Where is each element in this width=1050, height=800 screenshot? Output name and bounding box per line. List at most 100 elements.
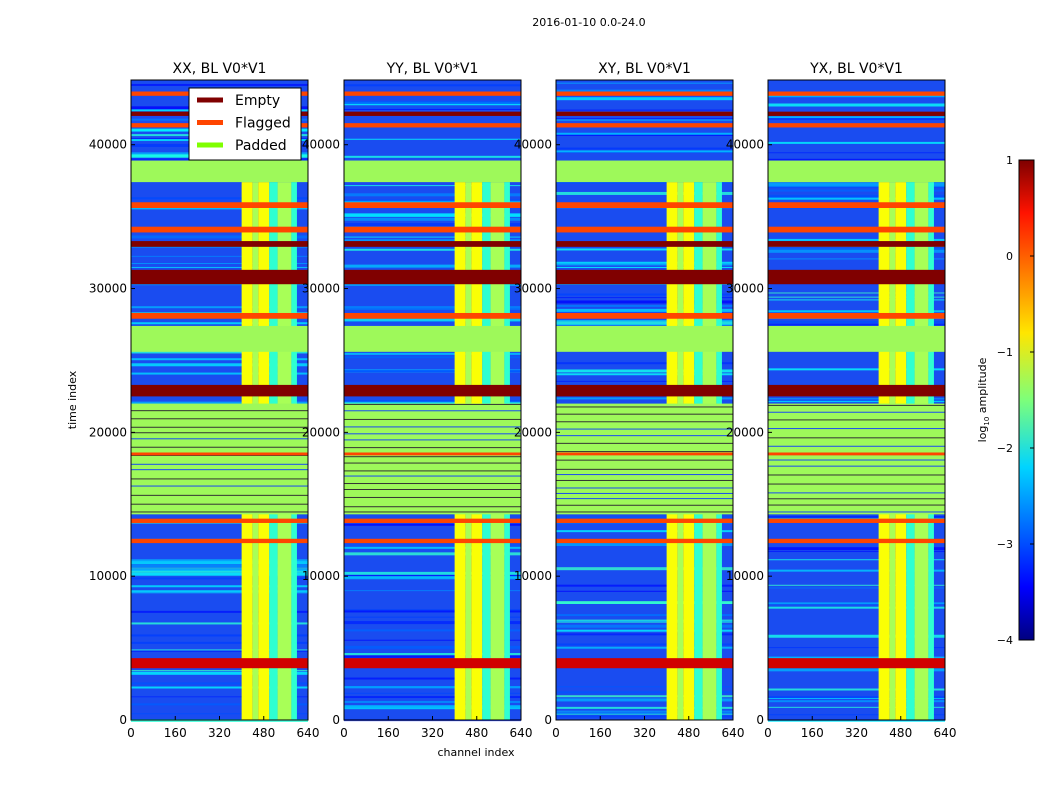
heatmap-row xyxy=(556,293,733,296)
panel-3: YX, BL V0*V1 0 160 320 480 640 0 10000 20000 3000… xyxy=(726,61,957,740)
heatmap-row xyxy=(131,567,308,569)
flagged-band xyxy=(768,538,945,544)
padded-line xyxy=(131,410,308,412)
heatmap-row xyxy=(768,700,945,703)
heatmap-row xyxy=(344,571,521,575)
empty-band xyxy=(344,269,521,285)
colorbar-gradient xyxy=(1018,159,1035,641)
high-band xyxy=(768,658,945,669)
heatmap-row xyxy=(768,296,945,298)
heatmap-row xyxy=(768,247,945,250)
heatmap-row xyxy=(131,570,308,573)
y-tick-label: 40000 xyxy=(514,138,552,152)
heatmap-row xyxy=(768,103,945,107)
y-tick-label: 30000 xyxy=(726,282,764,296)
heatmap-row xyxy=(344,552,521,556)
heatmap-row xyxy=(344,400,521,404)
x-tick-label: 640 xyxy=(934,726,957,740)
padded-line xyxy=(556,442,733,444)
heatmap-row xyxy=(768,116,945,119)
padded-line xyxy=(768,498,945,500)
heatmap-row xyxy=(131,682,308,685)
legend-label-flagged: Flagged xyxy=(235,116,291,132)
padded-line xyxy=(344,462,521,464)
heatmap-row xyxy=(344,692,521,694)
heatmap-row xyxy=(344,264,521,268)
empty-band xyxy=(556,241,733,247)
x-tick-label: 480 xyxy=(252,726,275,740)
padded-line xyxy=(768,411,945,413)
padded-line xyxy=(556,487,733,489)
heatmap-row xyxy=(556,686,733,688)
padded-line xyxy=(344,439,521,441)
padded-line xyxy=(556,474,733,476)
heatmap-row xyxy=(556,118,733,120)
heatmap-row xyxy=(131,372,308,375)
heatmap-row xyxy=(768,184,945,188)
heatmap-row xyxy=(344,108,521,110)
heatmap-row xyxy=(556,150,733,153)
empty-band xyxy=(768,241,945,247)
x-axis-label: channel index xyxy=(437,746,515,759)
padded-line xyxy=(556,451,733,453)
y-tick-label: 20000 xyxy=(89,425,127,439)
x-tick-label: 640 xyxy=(722,726,745,740)
heatmap-row xyxy=(768,186,945,188)
heatmap-row xyxy=(556,584,733,587)
heatmap-row xyxy=(556,261,733,264)
heatmap-row xyxy=(768,292,945,294)
flagged-band xyxy=(556,518,733,523)
padded-line xyxy=(768,404,945,406)
heatmap-row xyxy=(344,107,521,109)
heatmap-row xyxy=(768,634,945,638)
high-band xyxy=(131,658,308,669)
padded-line xyxy=(344,470,521,472)
padded-band xyxy=(768,160,945,183)
panels: XX, BL V0*V1 0 160 320 480 640 0 10000 20000 3000… xyxy=(89,61,957,740)
heatmap-row xyxy=(768,559,945,561)
padded-band xyxy=(556,160,733,183)
flagged-band xyxy=(556,538,733,544)
padded-line xyxy=(344,456,521,458)
flagged-band xyxy=(768,91,945,96)
heatmap-row xyxy=(344,546,521,549)
flagged-band xyxy=(344,518,521,523)
padded-band xyxy=(131,403,308,515)
padded-line xyxy=(131,432,308,434)
heatmap-row xyxy=(344,610,521,613)
heatmap-row xyxy=(768,706,945,708)
flagged-band xyxy=(131,226,308,233)
flagged-band xyxy=(131,202,308,208)
heatmap-row xyxy=(131,592,308,594)
heatmap-row xyxy=(344,696,521,699)
panel-title: YY, BL V0*V1 xyxy=(386,61,479,77)
y-tick-label: 10000 xyxy=(302,569,340,583)
colorbar-tick-label: −4 xyxy=(997,634,1013,647)
heatmap-row xyxy=(131,610,308,613)
y-tick-label: 0 xyxy=(119,713,127,727)
flagged-band xyxy=(768,226,945,233)
heatmap-row xyxy=(344,645,521,649)
empty-band xyxy=(344,241,521,247)
heatmap-row xyxy=(556,706,733,709)
heatmap-row xyxy=(768,697,945,699)
padded-line xyxy=(768,437,945,439)
heatmap-row xyxy=(556,373,733,376)
heatmap-row xyxy=(768,323,945,326)
heatmap-row xyxy=(344,282,521,286)
heatmap-row xyxy=(344,318,521,322)
heatmap-row xyxy=(131,561,308,565)
legend-label-padded: Padded xyxy=(235,138,287,154)
padded-line xyxy=(344,506,521,508)
heatmap-row xyxy=(556,324,733,326)
flagged-band xyxy=(556,123,733,128)
padded-line xyxy=(768,483,945,485)
heatmap-row xyxy=(768,696,945,699)
panel-2: XY, BL V0*V1 0 160 320 480 640 0 10000 20000 3000… xyxy=(514,61,745,740)
heatmap-row xyxy=(344,653,521,656)
heatmap-row xyxy=(768,587,945,589)
padded-line xyxy=(768,419,945,421)
padded-line xyxy=(768,445,945,447)
padded-line xyxy=(131,511,308,513)
